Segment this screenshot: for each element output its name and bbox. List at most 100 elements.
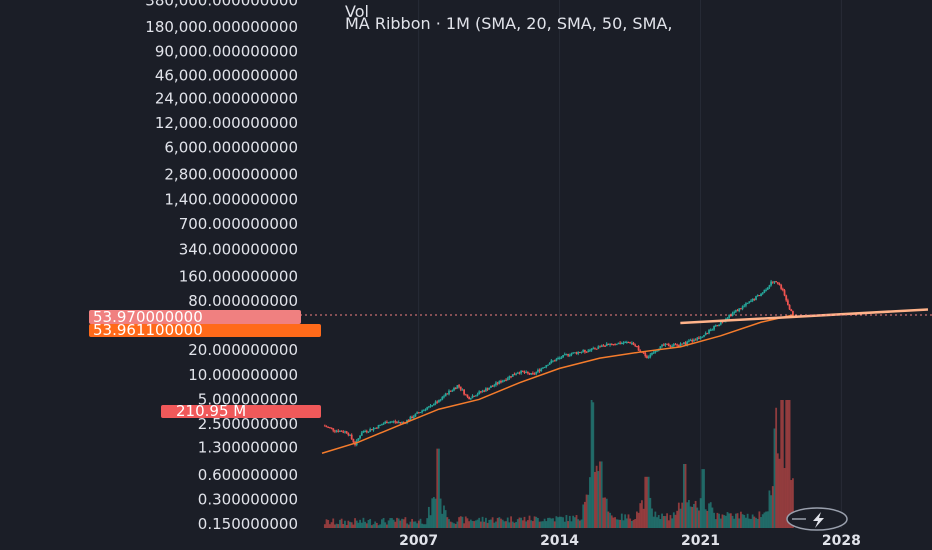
volume-bar	[350, 522, 353, 528]
candle-body	[438, 400, 440, 402]
volume-bar	[471, 520, 474, 528]
candle-body	[651, 352, 653, 355]
candle-body	[459, 386, 462, 390]
candle-body	[416, 412, 419, 414]
candle-body	[647, 356, 650, 358]
candle-body	[389, 421, 392, 423]
candle-body	[565, 354, 568, 356]
volume-bar	[578, 520, 581, 528]
candle-body	[359, 435, 361, 439]
candle-body	[734, 310, 737, 312]
volume-bar	[614, 517, 616, 528]
volume-bar	[513, 522, 516, 528]
volume-bar	[335, 523, 338, 528]
candle-body	[635, 346, 638, 348]
volume-bar	[686, 502, 689, 528]
ma-ribbon-legend[interactable]: MA Ribbon · 1M (SMA, 20, SMA, 50, SMA,	[345, 14, 672, 33]
candle-body	[775, 281, 778, 283]
volume-bar	[662, 515, 665, 528]
volume-bar	[572, 515, 575, 528]
candle-body	[528, 373, 531, 375]
candle-body	[587, 350, 590, 353]
candle-body	[374, 427, 377, 429]
candle-body	[357, 438, 360, 441]
volume-bar	[781, 400, 784, 528]
volume-bar	[558, 516, 561, 528]
x-axis[interactable]: 2007 2014 2021 2028	[399, 533, 861, 549]
candle-body	[627, 342, 630, 344]
candle-body	[758, 295, 761, 297]
volume-bar	[565, 515, 568, 528]
volume-legend[interactable]: Vol	[345, 2, 369, 21]
candle-body	[563, 354, 566, 356]
candle-body	[525, 371, 528, 373]
volume-bar	[446, 517, 449, 528]
candle-body	[379, 424, 382, 426]
candle-body	[387, 422, 390, 424]
volume-bar	[615, 519, 618, 528]
candle-body	[708, 329, 710, 334]
candle-body	[736, 310, 739, 312]
volume-bar	[412, 521, 415, 528]
candle-body	[491, 385, 494, 387]
volume-bar	[414, 521, 417, 528]
volume-bar	[783, 468, 786, 528]
volume-bar	[340, 518, 343, 528]
candle-body	[575, 352, 578, 354]
candle-body	[328, 427, 331, 429]
volume-bar	[387, 520, 390, 528]
volume-bar	[380, 519, 383, 528]
volume-bar	[587, 494, 590, 528]
candle-body	[654, 350, 657, 353]
candle-body	[704, 333, 707, 335]
candle-body	[407, 419, 410, 421]
volume-bar	[468, 521, 471, 528]
candle-body	[786, 300, 789, 305]
volume-bar	[550, 518, 553, 528]
candle-body	[632, 342, 635, 345]
volume-bar	[617, 519, 620, 528]
candle-body	[693, 339, 695, 342]
volume-bar	[330, 522, 333, 528]
volume-bar	[362, 517, 365, 528]
y-axis[interactable]: 380,000.000000000 180,000.000000000 90,000…	[145, 0, 298, 533]
y-tick-label: 1.300000000	[198, 438, 298, 456]
volume-bar	[760, 517, 762, 528]
volume-bar	[528, 515, 531, 528]
candle-body	[386, 421, 388, 424]
candle-body	[340, 430, 343, 432]
volume-bar	[399, 520, 402, 528]
candle-body	[384, 421, 387, 424]
volume-bar	[337, 524, 340, 528]
candle-body	[495, 382, 497, 386]
candle-body	[659, 346, 662, 349]
candle-body	[327, 427, 330, 429]
volume-bar	[339, 519, 341, 528]
volume-bar	[729, 513, 732, 528]
candle-body	[557, 358, 559, 360]
candle-body	[718, 324, 721, 327]
volume-bar	[661, 513, 663, 528]
y-tick-label: 24,000.000000000	[155, 89, 298, 107]
volume-bar	[676, 510, 679, 528]
lightning-icon[interactable]	[786, 507, 848, 531]
trend-line[interactable]	[680, 308, 929, 325]
volume-bar	[604, 497, 606, 528]
candle-body	[671, 345, 674, 347]
candle-body	[741, 306, 744, 309]
candle-body	[609, 343, 611, 346]
volume-bar	[382, 517, 385, 528]
candle-body	[547, 364, 549, 366]
volume-bar	[367, 520, 370, 528]
y-tick-label: 2,800.000000000	[164, 166, 298, 184]
volume-bar	[563, 521, 566, 528]
candle-body	[335, 430, 338, 432]
volume-bar	[547, 517, 549, 528]
candle-body	[461, 389, 464, 391]
volume-bar	[595, 465, 598, 528]
volume-bar	[506, 517, 509, 528]
candle-body	[729, 315, 732, 317]
candle-body	[589, 350, 591, 352]
